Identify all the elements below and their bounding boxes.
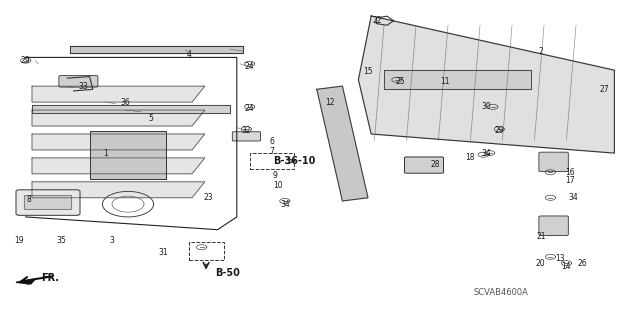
Text: 21: 21 — [536, 232, 545, 241]
Polygon shape — [16, 279, 35, 284]
Text: 20: 20 — [536, 259, 546, 268]
Text: 24: 24 — [244, 63, 255, 71]
Text: 35: 35 — [56, 236, 66, 245]
Text: 25: 25 — [395, 77, 405, 86]
FancyBboxPatch shape — [539, 216, 568, 235]
Polygon shape — [32, 182, 205, 198]
FancyBboxPatch shape — [59, 76, 98, 87]
FancyBboxPatch shape — [404, 157, 444, 173]
Text: FR.: FR. — [42, 273, 60, 284]
FancyBboxPatch shape — [90, 131, 166, 179]
FancyBboxPatch shape — [539, 152, 568, 172]
Text: 9: 9 — [273, 171, 278, 180]
Text: 34: 34 — [481, 149, 492, 158]
Text: 32: 32 — [241, 126, 252, 135]
Text: 6: 6 — [269, 137, 275, 146]
Text: 23: 23 — [203, 193, 213, 202]
Polygon shape — [317, 86, 368, 201]
Text: B-36-10: B-36-10 — [273, 156, 316, 166]
Text: 30: 30 — [481, 102, 492, 111]
Text: 24: 24 — [244, 104, 255, 113]
Text: 29: 29 — [494, 126, 504, 135]
Text: 13: 13 — [555, 254, 565, 263]
Text: 33: 33 — [78, 82, 88, 91]
Text: 8: 8 — [26, 195, 31, 204]
Text: SCVAB4600A: SCVAB4600A — [474, 288, 529, 297]
Text: 15: 15 — [363, 67, 373, 76]
Text: 29: 29 — [20, 56, 31, 65]
Text: 1: 1 — [103, 149, 108, 158]
Polygon shape — [32, 86, 205, 102]
Text: 28: 28 — [431, 160, 440, 169]
Text: 36: 36 — [120, 98, 130, 107]
Text: 3: 3 — [109, 236, 115, 245]
Polygon shape — [32, 110, 205, 126]
Text: 27: 27 — [600, 85, 610, 94]
Text: 5: 5 — [148, 114, 153, 122]
Text: 34: 34 — [280, 200, 290, 209]
Polygon shape — [384, 70, 531, 89]
Polygon shape — [32, 134, 205, 150]
FancyBboxPatch shape — [24, 196, 72, 210]
Text: 11: 11 — [440, 77, 449, 86]
Polygon shape — [358, 16, 614, 153]
Text: 12: 12 — [325, 98, 334, 107]
Text: 34: 34 — [568, 193, 578, 202]
Text: 18: 18 — [466, 153, 475, 162]
Text: 31: 31 — [158, 248, 168, 256]
Polygon shape — [70, 46, 243, 53]
FancyBboxPatch shape — [16, 190, 80, 215]
Text: 14: 14 — [561, 262, 572, 271]
Text: 22: 22 — [373, 16, 382, 25]
Text: 10: 10 — [273, 181, 284, 189]
Text: 19: 19 — [14, 236, 24, 245]
Polygon shape — [32, 158, 205, 174]
Text: 4: 4 — [186, 50, 191, 59]
Text: 7: 7 — [269, 147, 275, 156]
Text: 17: 17 — [564, 176, 575, 185]
FancyBboxPatch shape — [232, 132, 260, 141]
Text: 16: 16 — [564, 168, 575, 177]
Text: 26: 26 — [577, 259, 588, 268]
Text: B-50: B-50 — [215, 268, 239, 278]
Polygon shape — [32, 105, 230, 113]
Text: 2: 2 — [538, 47, 543, 56]
